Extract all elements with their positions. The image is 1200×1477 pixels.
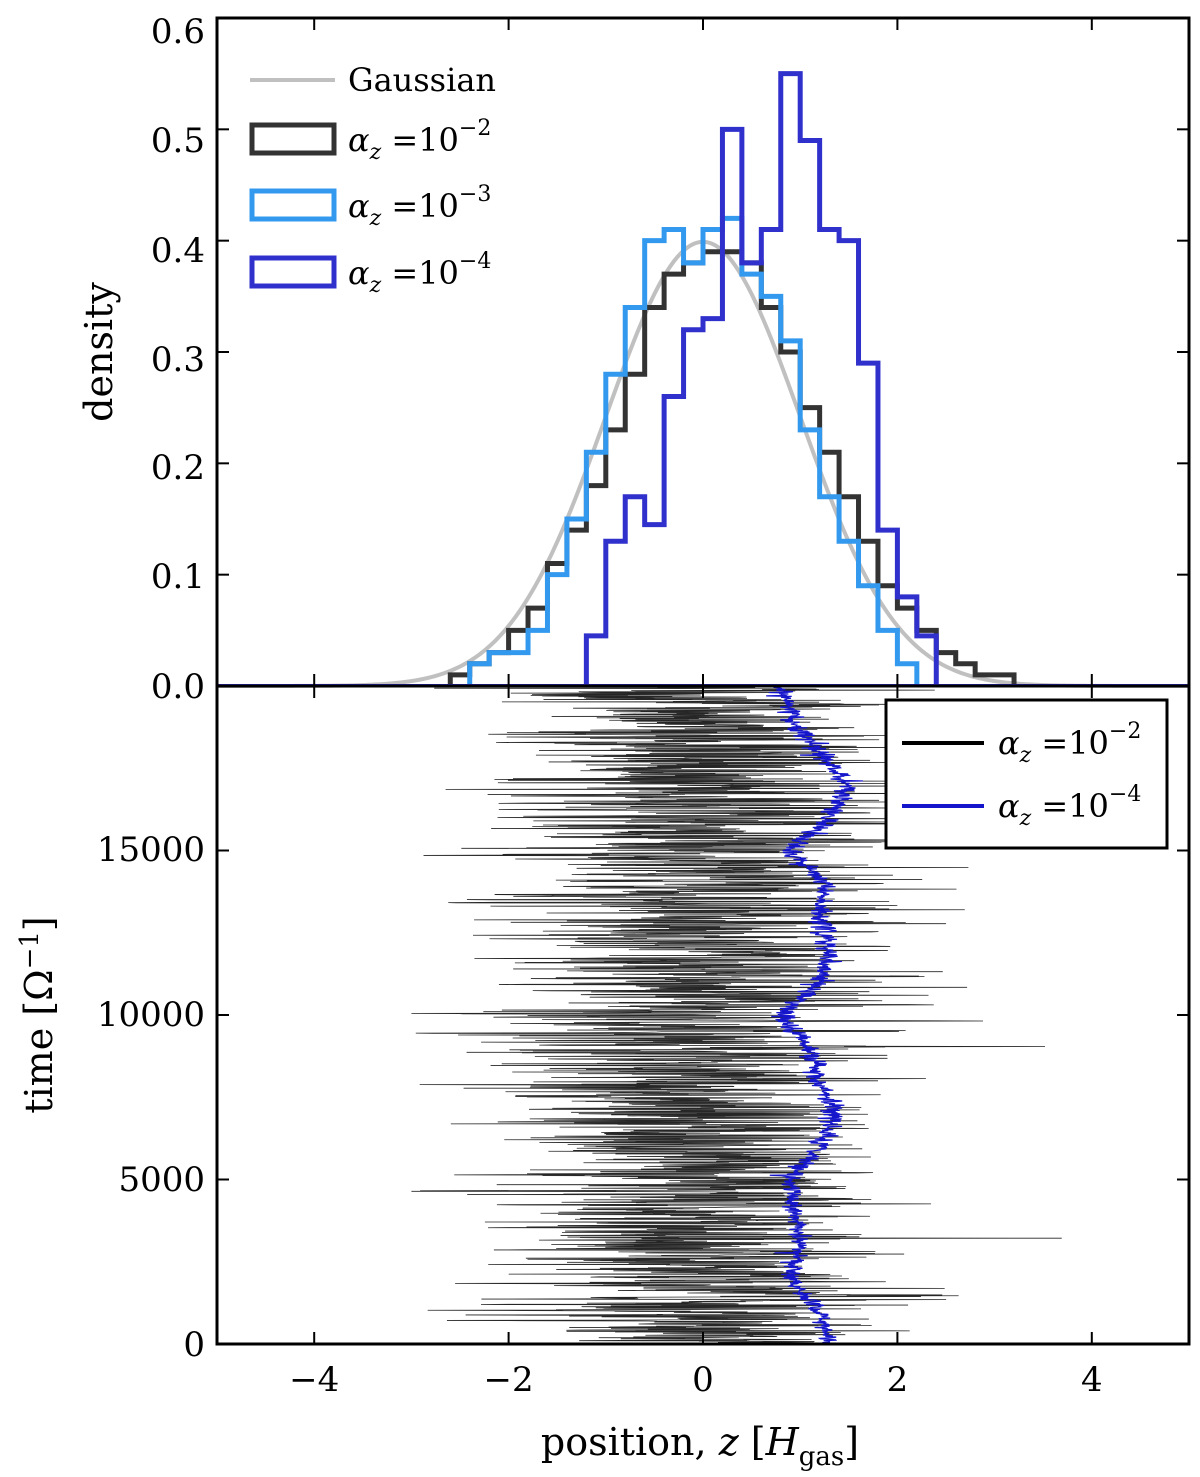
top-axes-frame [215,16,1191,688]
bottom-ylabel: time [Ω−1] [15,916,61,1114]
legend-alpha: α [348,121,370,159]
bottom-ytick-label: 5000 [118,1160,205,1200]
legend-az-1e-3-label: αz =10−3 [348,182,491,231]
bottom-ytick-label: 15000 [97,830,205,870]
gaussian-curve [217,239,1189,688]
legend-eq: =10 [1031,724,1109,762]
legend-alpha: α [348,187,370,225]
top-ytick-label: 0.5 [151,121,205,161]
top-ytick-label: 0.6 [151,12,205,52]
legend-sub: z [1019,743,1032,768]
top-ytick-label: 0.0 [151,667,205,707]
trace-az-1e-2 [411,685,1062,1345]
legend-sub: z [369,273,382,298]
legend-alpha: α [998,787,1020,825]
xlabel: position, z [Hgas] [541,1420,859,1472]
bottom-ylabel-omega: Ω [17,969,61,1001]
bottom-legend: αz =10−2 αz =10−4 [884,698,1169,850]
histogram-az_1e3 [467,215,920,686]
top-ytick-label: 0.3 [151,340,205,380]
legend-exp: −4 [459,249,491,274]
legend-exp: −3 [459,182,491,207]
xtick-label: 2 [887,1360,909,1400]
top-ylabel: density [77,282,121,422]
xlabel-h: H [765,1420,800,1464]
xlabel-sub: gas [799,1442,845,1472]
bottom-legend-box [884,698,1169,850]
top-ytick-label: 0.2 [151,448,205,488]
histogram-az_1e2 [447,249,1017,686]
xtick-label: 4 [1081,1360,1103,1400]
bottom-traces [411,685,1062,1345]
legend-alpha: α [998,724,1020,762]
xlabel-var: z [718,1420,740,1464]
xlabel-close: ] [844,1420,859,1464]
legend-trace-blue-label: αz =10−4 [998,782,1141,831]
top-ytick-labels: 0.0 0.1 0.2 0.3 0.4 0.5 0.6 [151,12,205,707]
top-ytick-label: 0.1 [151,557,205,597]
legend-eq: =10 [1031,787,1109,825]
legend-exp: −4 [1109,782,1141,807]
bottom-ylabel-suffix: ] [17,916,61,931]
legend-exp: −2 [1109,719,1141,744]
legend-eq: =10 [381,121,459,159]
bottom-ylabel-sup: −1 [15,931,45,969]
legend-sub: z [369,206,382,231]
legend-az-1e-4-swatch [249,255,337,289]
xlabel-open: [ [739,1420,766,1464]
xtick-labels: −4 −2 0 2 4 [289,1360,1102,1400]
legend-alpha: α [348,254,370,292]
top-plot [217,71,1189,688]
xtick-label: −2 [484,1360,534,1400]
bottom-ytick-labels: 0 5000 10000 15000 [97,830,205,1365]
bottom-ytick-label: 10000 [97,995,205,1035]
bottom-ylabel-prefix: time [ [17,1001,61,1114]
histogram-az_1e4 [583,71,939,686]
xtick-label: −4 [289,1360,339,1400]
legend-eq: =10 [381,254,459,292]
legend-az-1e-2-label: αz =10−2 [348,116,491,165]
legend-trace-black-label: αz =10−2 [998,719,1141,768]
legend-sub: z [1019,806,1032,831]
legend-sub: z [369,140,382,165]
top-legend: Gaussian αz =10−2 αz =10−3 αz =10−4 [249,61,496,298]
top-ytick-label: 0.4 [151,231,205,271]
legend-az-1e-4-label: αz =10−4 [348,249,491,298]
legend-az-1e-3-swatch [249,188,337,222]
ticks [217,17,1189,1345]
legend-exp: −2 [459,116,491,141]
trace-az-1e-4 [766,685,863,1345]
legend-gaussian-label: Gaussian [348,61,496,99]
legend-az-1e-2-swatch [249,122,337,156]
legend-eq: =10 [381,187,459,225]
xlabel-prefix: position, [541,1420,719,1464]
xtick-label: 0 [692,1360,714,1400]
bottom-ytick-label: 0 [183,1325,205,1365]
